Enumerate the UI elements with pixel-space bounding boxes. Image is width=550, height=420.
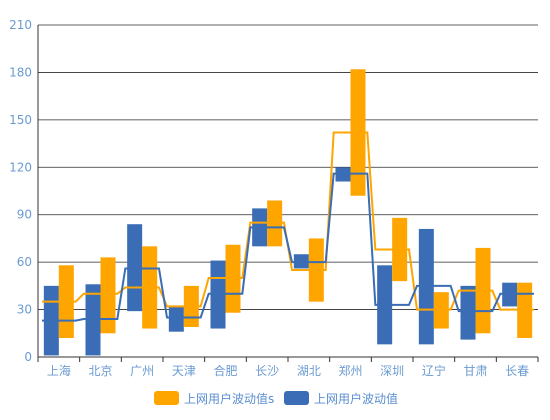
legend-label: 上网用户波动值s xyxy=(184,391,274,406)
legend-swatch xyxy=(154,391,179,405)
bar-blue xyxy=(168,306,184,332)
y-tick-label: 90 xyxy=(17,208,32,222)
y-tick-label: 30 xyxy=(17,303,32,317)
x-tick-label: 长春 xyxy=(505,364,529,378)
x-tick-label: 甘肃 xyxy=(463,364,487,378)
legend-label: 上网用户波动值 xyxy=(314,391,398,406)
plot-marks xyxy=(42,69,534,356)
x-tick-label: 合肥 xyxy=(213,363,237,378)
x-tick-label: 辽宁 xyxy=(422,363,446,378)
x-axis: 上海 北京 广州 天津 合肥 长沙 湖北 郑州 深圳 辽宁 甘肃 长春 xyxy=(37,357,539,378)
legend[interactable]: 上网用户波动值s 上网用户波动值 xyxy=(154,391,398,406)
y-tick-label: 60 xyxy=(17,255,32,269)
legend-swatch xyxy=(284,391,309,405)
y-tick-label: 150 xyxy=(9,113,32,127)
step-line-orange xyxy=(42,131,534,311)
y-axis: 0 30 60 90 120 150 180 210 xyxy=(9,18,39,364)
y-tick-label: 210 xyxy=(9,18,32,32)
legend-item[interactable]: 上网用户波动值 xyxy=(284,391,398,406)
legend-item[interactable]: 上网用户波动值s xyxy=(154,391,274,406)
step-line-blue xyxy=(42,172,534,322)
y-tick-label: 0 xyxy=(24,350,32,364)
x-tick-label: 郑州 xyxy=(338,363,362,378)
x-tick-label: 北京 xyxy=(88,364,112,378)
bar-blue xyxy=(460,285,476,340)
x-tick-label: 广州 xyxy=(130,364,154,378)
x-tick-label: 长沙 xyxy=(255,364,279,378)
x-tick-label: 深圳 xyxy=(380,364,404,378)
x-tick-label: 湖北 xyxy=(297,363,321,378)
x-tick-label: 天津 xyxy=(172,364,196,378)
y-tick-label: 120 xyxy=(9,160,32,174)
x-tick-label: 上海 xyxy=(47,363,71,378)
y-tick-label: 180 xyxy=(9,65,32,79)
bar-orange xyxy=(100,257,116,334)
